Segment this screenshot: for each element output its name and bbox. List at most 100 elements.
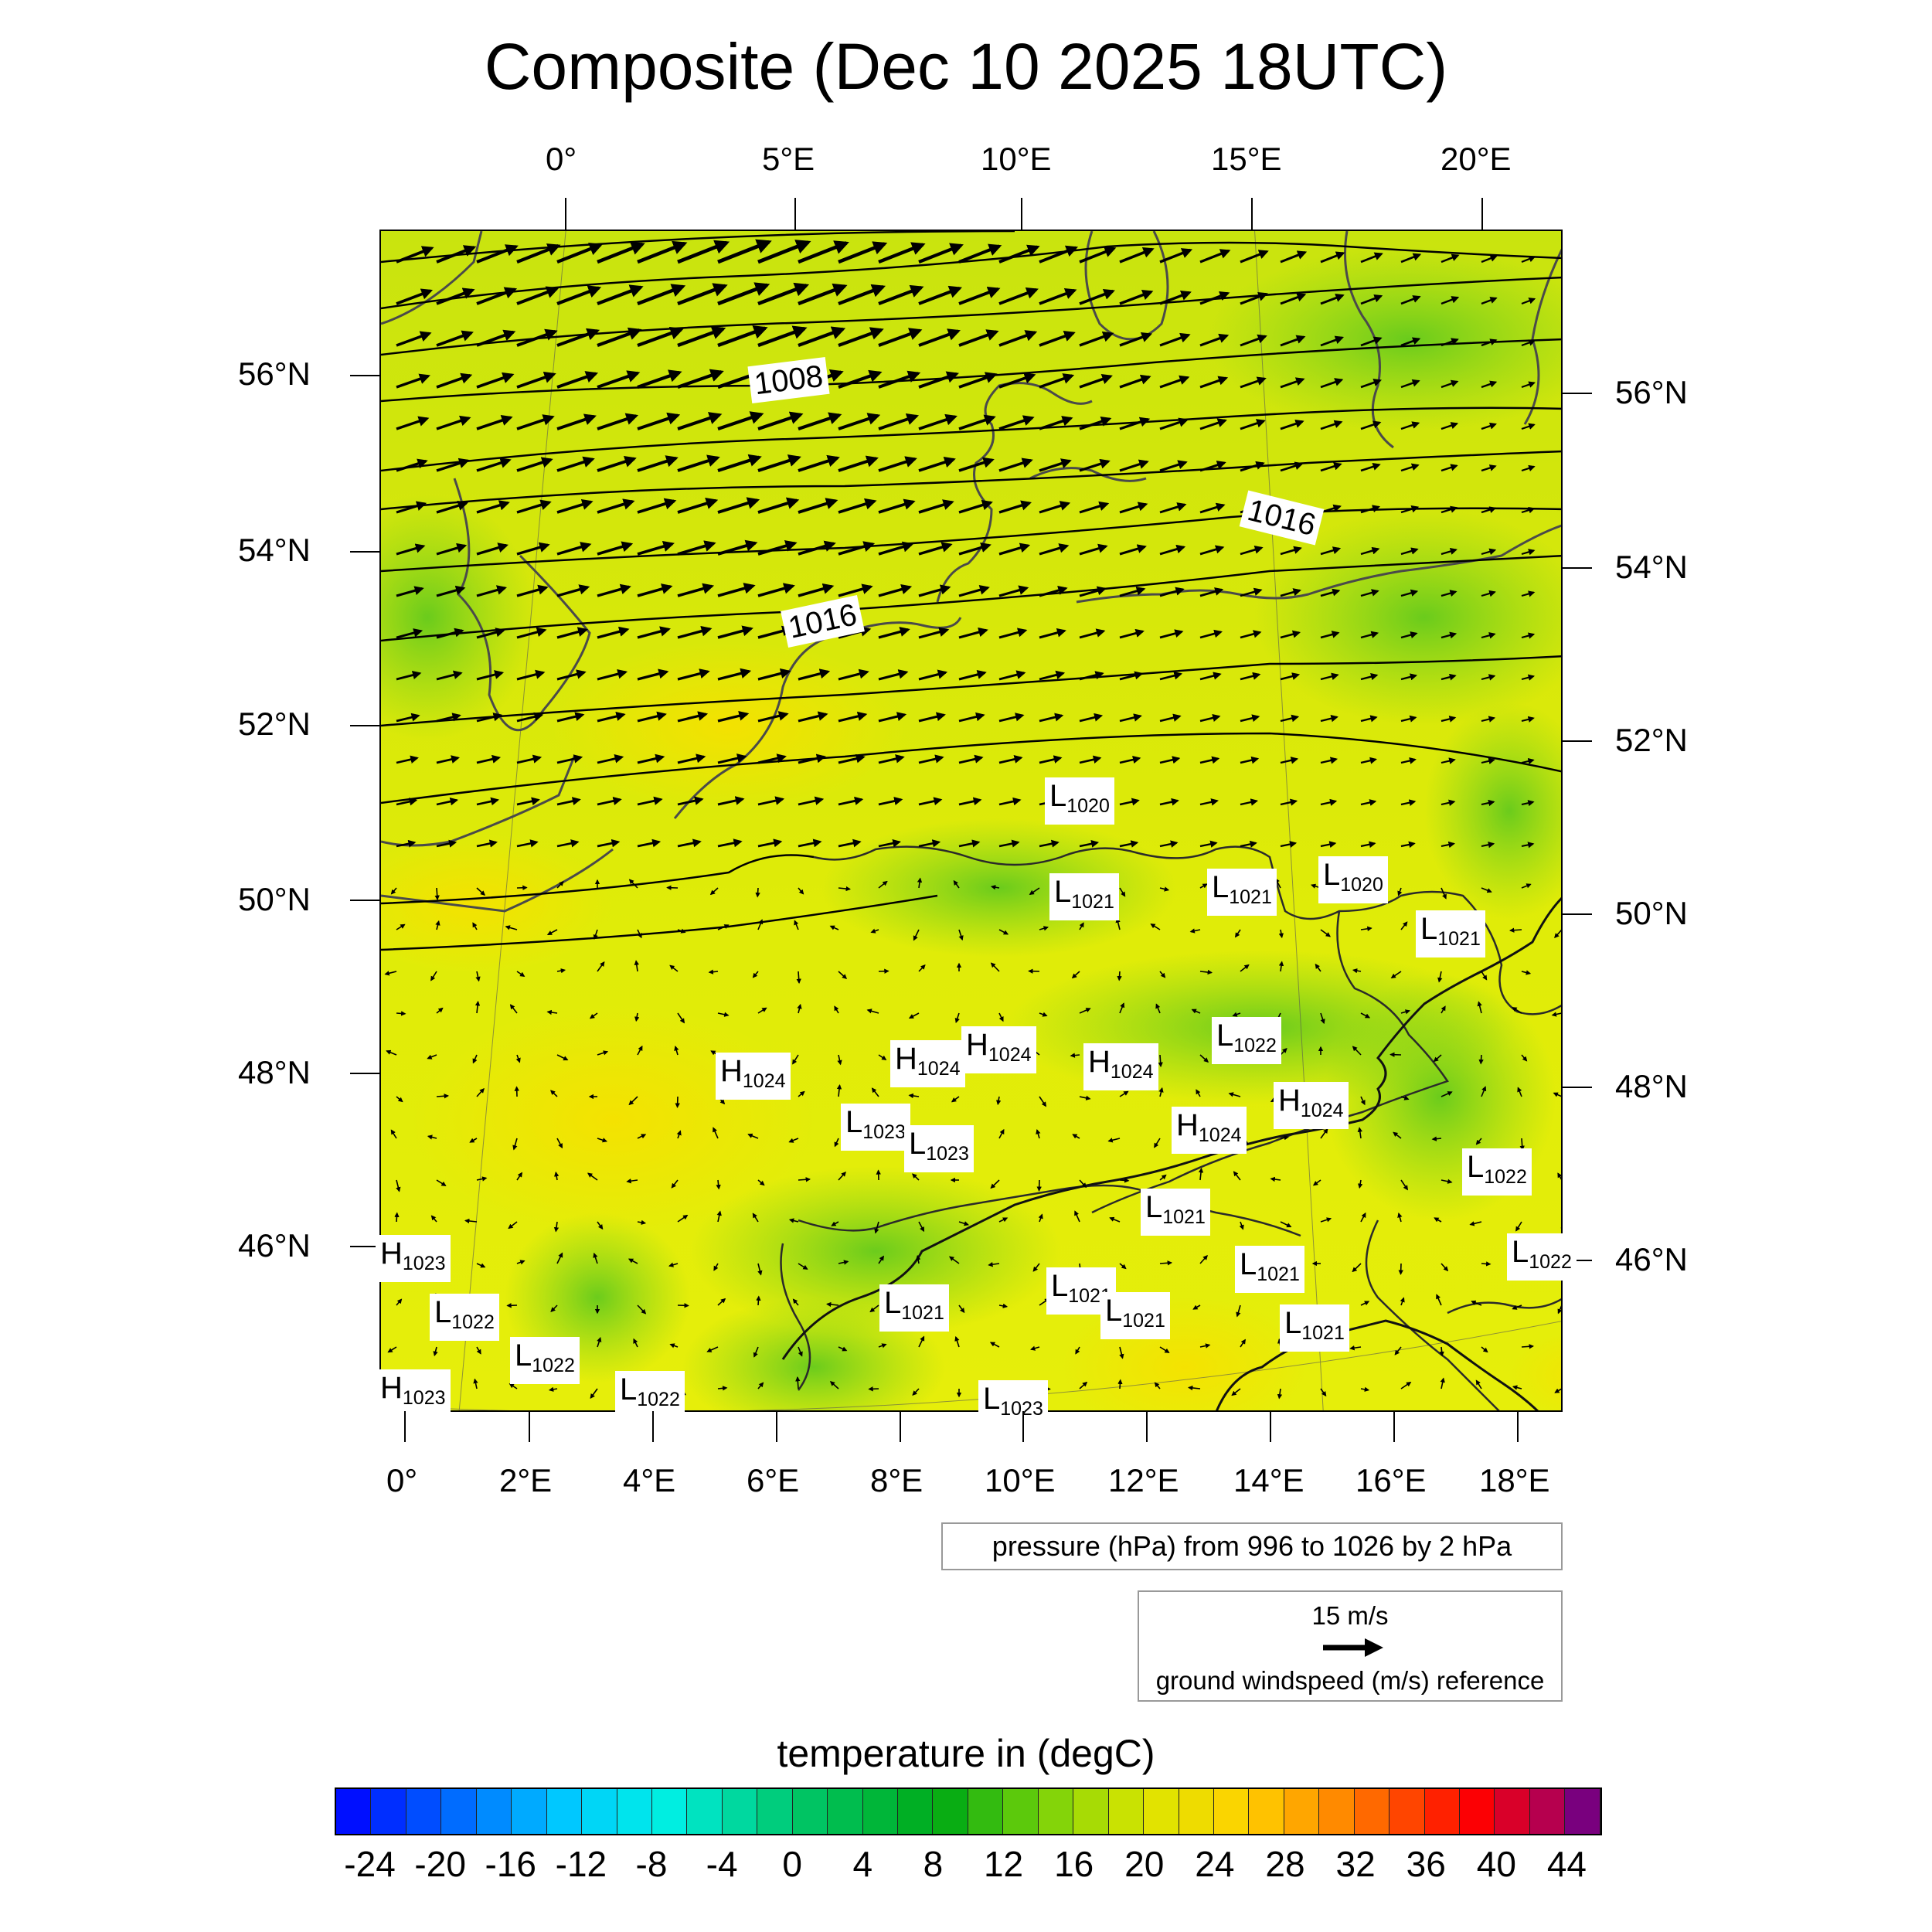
wind-vector: [396, 458, 428, 472]
bottom-lon-label-14e: 14°E: [1233, 1462, 1304, 1498]
wind-vector: [597, 541, 634, 556]
colorbar-cell: [1108, 1789, 1145, 1834]
wind-vector: [1400, 379, 1420, 389]
wind-vector: [597, 1336, 602, 1348]
bottom-tick: [652, 1411, 654, 1442]
colorbar-cell: [336, 1789, 372, 1834]
wind-vector: [1199, 587, 1224, 597]
wind-vector: [436, 839, 457, 848]
wind-vector: [1039, 713, 1064, 723]
wind-vector: [1159, 502, 1187, 514]
wind-vector: [396, 1179, 401, 1192]
wind-vector: [1512, 1385, 1522, 1390]
wind-vector: [792, 1298, 799, 1306]
wind-vector: [677, 583, 715, 597]
wind-vector: [1079, 755, 1102, 764]
wind-vector: [516, 627, 547, 639]
wind-vector: [1557, 1305, 1561, 1315]
colorbar-cell: [1144, 1789, 1179, 1834]
wind-vector: [1280, 630, 1301, 639]
wind-vector: [1562, 342, 1563, 345]
wind-vector: [918, 243, 964, 264]
wind-vector: [796, 971, 801, 985]
wind-vector: [430, 971, 437, 981]
wind-vector: [1119, 332, 1153, 347]
wind-vector: [798, 498, 838, 514]
right-lat-label-50n: 50°N: [1615, 895, 1688, 931]
colorbar-cell: [968, 1789, 1004, 1834]
bottom-lon-label-2e: 2°E: [499, 1462, 553, 1498]
wind-vector: [916, 1254, 921, 1264]
colorbar-tick-label: 28: [1265, 1844, 1305, 1884]
wind-vector: [1280, 714, 1300, 723]
wind-vector: [912, 1388, 920, 1396]
wind-vector: [757, 838, 783, 848]
right-lat-label-54n: 54°N: [1615, 549, 1688, 585]
wind-vector: [958, 797, 982, 806]
wind-vector: [798, 711, 828, 723]
wind-vector: [1320, 841, 1337, 849]
wind-vector: [1521, 464, 1536, 472]
wind-vector: [1557, 1172, 1561, 1180]
wind-vector: [1199, 672, 1222, 681]
wind-vector: [1280, 461, 1304, 472]
wind-vector: [1119, 628, 1145, 639]
wind-vector: [1320, 1388, 1327, 1397]
wind-vector: [757, 1263, 763, 1276]
wind-vector: [717, 583, 756, 597]
wind-vector: [1475, 1138, 1482, 1145]
wind-vector: [476, 628, 506, 639]
wind-vector: [512, 1138, 518, 1151]
wind-vector: [1521, 757, 1535, 765]
wind-vector: [757, 1382, 764, 1389]
bottom-tick: [776, 1411, 777, 1442]
wind-vector: [838, 1171, 846, 1181]
wind-vector: [878, 627, 910, 639]
wind-vector: [958, 839, 981, 848]
wind-vector: [1440, 379, 1459, 389]
wind-vector: [1320, 672, 1339, 681]
wind-vector: [716, 1179, 721, 1190]
pressure-center: H1024: [890, 1040, 965, 1087]
wind-vector: [1397, 1213, 1403, 1223]
wind-vector: [1320, 251, 1345, 264]
left-lat-label-48n: 48°N: [238, 1054, 311, 1090]
wind-vector: [838, 241, 888, 264]
wind-vector: [396, 923, 406, 930]
wind-vector: [396, 373, 430, 389]
wind-vector: [435, 920, 440, 930]
map-panel[interactable]: [379, 230, 1563, 1412]
wind-vector: [798, 326, 846, 348]
wind-vector: [554, 1171, 560, 1181]
wind-vector: [798, 1090, 805, 1097]
colorbar-cell: [1460, 1789, 1495, 1834]
wind-vector: [1119, 887, 1126, 897]
wind-vector: [677, 928, 686, 934]
wind-vector: [1240, 1338, 1246, 1348]
alpine-outline: [781, 896, 1561, 1410]
colorbar-cell: [1424, 1789, 1460, 1834]
colorbar-cell: [1389, 1789, 1425, 1834]
wind-vector: [556, 1054, 569, 1061]
wind-vector: [1481, 1346, 1488, 1353]
wind-vector: [1562, 383, 1563, 387]
wind-vector: [998, 839, 1020, 848]
bottom-lon-label-18e: 18°E: [1479, 1462, 1550, 1498]
wind-vector: [1079, 840, 1100, 848]
wind-vector: [597, 241, 645, 264]
wind-vector: [1119, 587, 1146, 597]
wind-vector: [717, 924, 730, 930]
wind-vector: [637, 498, 677, 514]
wind-vector: [798, 454, 840, 472]
wind-vector: [1199, 461, 1226, 472]
wind-vector: [1400, 757, 1417, 764]
wind-vector: [838, 541, 876, 556]
wind-vector: [637, 455, 679, 472]
wind-vector: [427, 1054, 437, 1060]
wind-vector: [1189, 928, 1201, 934]
wind-vector: [508, 1221, 518, 1230]
wind-vector: [1512, 1007, 1522, 1014]
wind-vector: [396, 246, 434, 264]
wind-vector: [1562, 802, 1563, 804]
wind-vector: [436, 713, 461, 723]
